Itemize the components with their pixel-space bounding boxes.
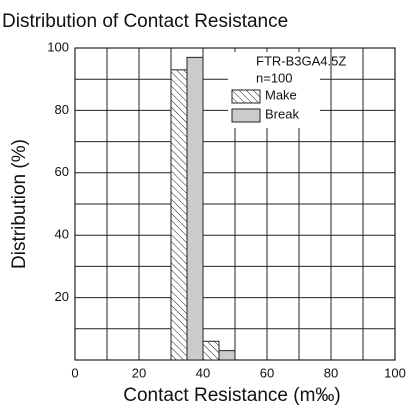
legend-swatch bbox=[231, 89, 261, 104]
x-axis-label: Contact Resistance (m‰) bbox=[123, 385, 341, 406]
bar bbox=[202, 340, 220, 361]
y-axis-label: Distribution (%) bbox=[9, 139, 30, 269]
y-tick-label: 20 bbox=[55, 289, 69, 304]
x-tick-label: 80 bbox=[324, 365, 338, 380]
bar bbox=[186, 56, 204, 361]
legend-swatch bbox=[231, 108, 261, 123]
y-tick-label: 40 bbox=[55, 227, 69, 242]
y-tick-label: 60 bbox=[55, 164, 69, 179]
x-tick-label: 100 bbox=[384, 365, 406, 380]
y-tick-label: 100 bbox=[47, 39, 69, 54]
x-tick-label: 40 bbox=[196, 365, 210, 380]
chart-title: Distribution of Contact Resistance bbox=[2, 11, 288, 32]
annotation: FTR-B3GA4.5Z bbox=[256, 53, 346, 68]
x-tick-label: 20 bbox=[132, 365, 146, 380]
legend-label: Break bbox=[265, 106, 299, 121]
legend-label: Make bbox=[265, 87, 297, 102]
x-tick-label: 60 bbox=[260, 365, 274, 380]
annotation: n=100 bbox=[256, 70, 293, 85]
y-tick-label: 80 bbox=[55, 102, 69, 117]
x-tick-label: 0 bbox=[71, 365, 78, 380]
bar bbox=[218, 350, 236, 361]
bar bbox=[170, 69, 188, 361]
